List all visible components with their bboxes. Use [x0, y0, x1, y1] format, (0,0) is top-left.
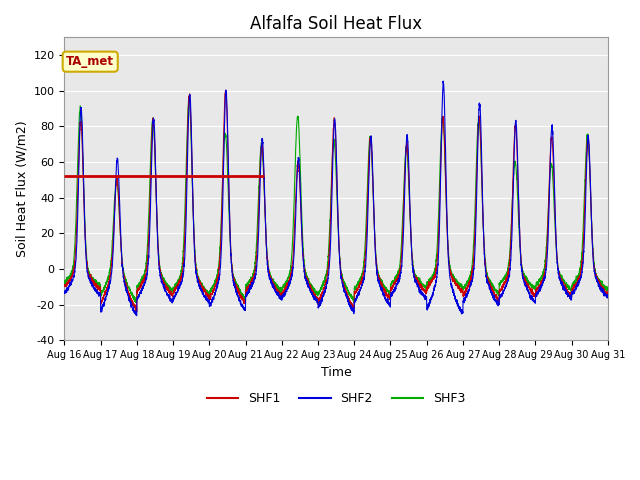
- Text: TA_met: TA_met: [66, 55, 114, 68]
- Legend: SHF1, SHF2, SHF3: SHF1, SHF2, SHF3: [202, 387, 470, 410]
- X-axis label: Time: Time: [321, 366, 351, 379]
- Title: Alfalfa Soil Heat Flux: Alfalfa Soil Heat Flux: [250, 15, 422, 33]
- Y-axis label: Soil Heat Flux (W/m2): Soil Heat Flux (W/m2): [15, 120, 28, 257]
